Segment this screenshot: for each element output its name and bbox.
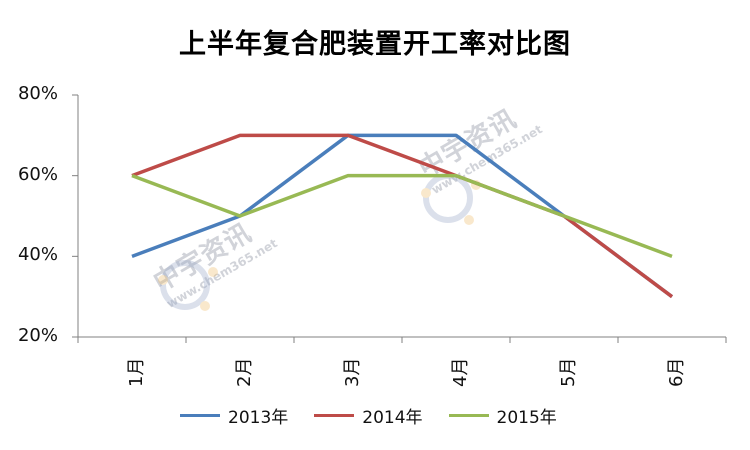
chart-title: 上半年复合肥装置开工率对比图 [179,29,571,60]
y-tick-label: 40% [17,244,58,266]
series-line-2014年 [131,133,674,299]
legend-item: 2014年 [314,403,423,428]
legend-label: 2014年 [362,407,423,428]
watermark-logo [158,173,481,311]
legend-label: 2015年 [496,407,557,428]
x-tick-label: 4月 [450,357,471,387]
x-tick-label: 6月 [666,357,687,387]
y-tick-label: 20% [17,325,58,346]
x-tick-label: 5月 [558,357,579,387]
legend-label: 2013年 [228,407,289,428]
x-tick-label: 1月 [126,357,147,387]
legend-swatch [180,413,220,417]
legend-swatch [448,413,489,417]
legend: 2013年 2014年 2015年 [180,403,557,428]
x-tick-label: 2月 [234,357,255,387]
series-line-2015年 [131,173,673,258]
y-tick-label: 80% [17,83,58,104]
y-tick-label: 60% [17,163,58,185]
legend-item: 2015年 [448,403,557,428]
x-tick-label: 3月 [342,357,363,387]
legend-item: 2013年 [180,403,288,428]
legend-swatch [314,413,355,417]
